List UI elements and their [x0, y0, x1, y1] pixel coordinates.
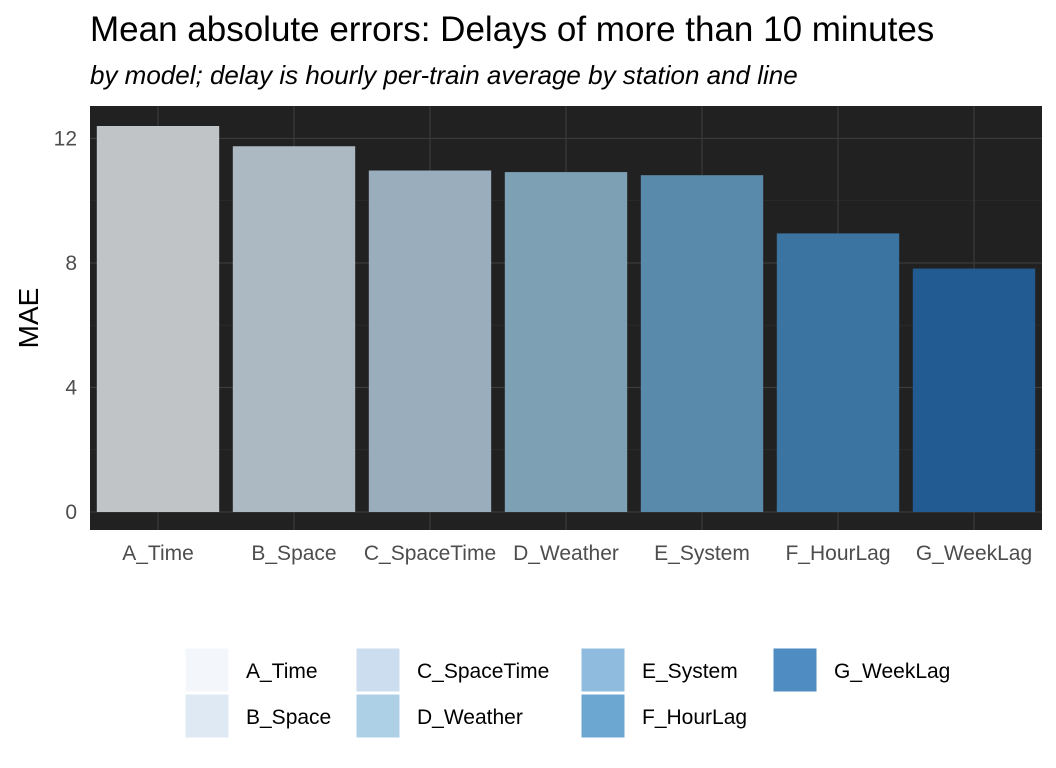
bars-group — [96, 126, 1036, 513]
x-tick-label: A_Time — [122, 542, 194, 565]
x-tick-label: G_WeekLag — [916, 542, 1032, 565]
legend-swatch-B_Space — [184, 693, 230, 739]
legend-swatch-C_SpaceTime — [355, 647, 401, 693]
legend-label-G_WeekLag: G_WeekLag — [834, 660, 950, 683]
y-tick-label: 4 — [65, 376, 77, 399]
x-tick-label: D_Weather — [513, 542, 619, 565]
x-tick-label: C_SpaceTime — [364, 542, 496, 565]
legend-swatch-D_Weather — [355, 693, 401, 739]
legend-label-E_System: E_System — [642, 660, 738, 683]
bar-E_System — [640, 175, 764, 512]
legend-label-F_HourLag: F_HourLag — [642, 706, 747, 729]
chart-title: Mean absolute errors: Delays of more tha… — [90, 10, 934, 49]
bar-F_HourLag — [776, 233, 900, 513]
bar-A_Time — [96, 126, 220, 512]
bar-B_Space — [232, 146, 356, 512]
bar-C_SpaceTime — [368, 170, 492, 512]
y-tick-label: 8 — [65, 252, 77, 275]
x-tick-label: B_Space — [251, 542, 336, 565]
chart-subtitle: by model; delay is hourly per-train aver… — [90, 60, 798, 90]
legend-swatch-G_WeekLag — [772, 647, 818, 693]
legend-label-C_SpaceTime: C_SpaceTime — [417, 660, 549, 683]
legend-swatch-A_Time — [184, 647, 230, 693]
legend-swatch-E_System — [580, 647, 626, 693]
y-axis-ticks: 0 4 8 12 — [54, 127, 78, 524]
y-tick-label: 12 — [54, 127, 77, 150]
legend-label-A_Time: A_Time — [246, 660, 318, 683]
legend-swatch-F_HourLag — [580, 693, 626, 739]
legend: A_Time B_Space C_SpaceTime D_Weather E_Syste… — [184, 647, 950, 739]
bar-G_WeekLag — [912, 268, 1036, 512]
x-axis-ticks: A_Time B_Space C_SpaceTime D_Weather E_Syste… — [122, 542, 1032, 565]
legend-label-D_Weather: D_Weather — [417, 706, 523, 729]
bar-D_Weather — [504, 172, 628, 512]
y-tick-label: 0 — [65, 501, 77, 524]
x-tick-label: E_System — [654, 542, 750, 565]
y-axis-title: MAE — [13, 288, 44, 349]
legend-label-B_Space: B_Space — [246, 706, 331, 729]
x-tick-label: F_HourLag — [785, 542, 890, 565]
